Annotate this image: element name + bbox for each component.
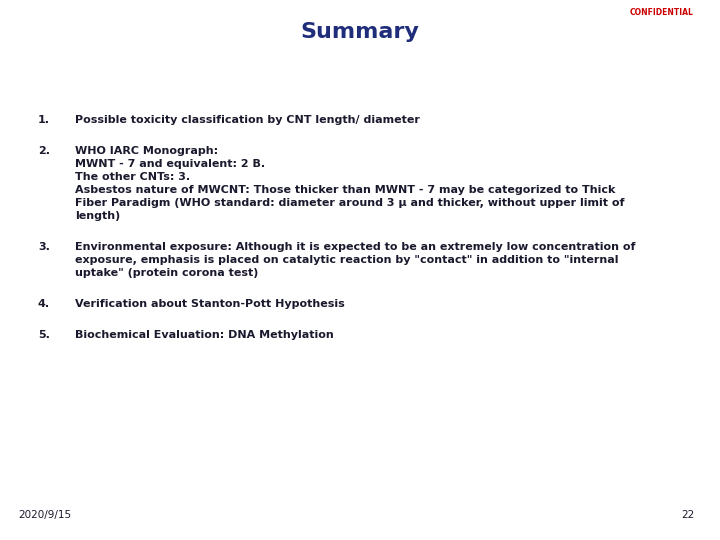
Text: CONFIDENTIAL: CONFIDENTIAL — [630, 8, 694, 17]
Text: The other CNTs: 3.: The other CNTs: 3. — [75, 172, 190, 182]
Text: 5.: 5. — [38, 330, 50, 340]
Text: Fiber Paradigm (WHO standard: diameter around 3 μ and thicker, without upper lim: Fiber Paradigm (WHO standard: diameter a… — [75, 198, 624, 208]
Text: 4.: 4. — [38, 299, 50, 309]
Text: Summary: Summary — [300, 22, 420, 42]
Text: Possible toxicity classification by CNT length/ diameter: Possible toxicity classification by CNT … — [75, 115, 420, 125]
Text: 2.: 2. — [38, 146, 50, 156]
Text: Asbestos nature of MWCNT: Those thicker than MWNT - 7 may be categorized to Thic: Asbestos nature of MWCNT: Those thicker … — [75, 185, 616, 195]
Text: Environmental exposure: Although it is expected to be an extremely low concentra: Environmental exposure: Although it is e… — [75, 242, 636, 252]
Text: 2020/9/15: 2020/9/15 — [18, 510, 71, 520]
Text: 1.: 1. — [38, 115, 50, 125]
Text: Biochemical Evaluation: DNA Methylation: Biochemical Evaluation: DNA Methylation — [75, 330, 334, 340]
Text: exposure, emphasis is placed on catalytic reaction by "contact" in addition to ": exposure, emphasis is placed on catalyti… — [75, 255, 618, 265]
Text: uptake" (protein corona test): uptake" (protein corona test) — [75, 268, 258, 278]
Text: 22: 22 — [682, 510, 695, 520]
Text: length): length) — [75, 211, 120, 221]
Text: 3.: 3. — [38, 242, 50, 252]
Text: Verification about Stanton-Pott Hypothesis: Verification about Stanton-Pott Hypothes… — [75, 299, 345, 309]
Text: WHO IARC Monograph:: WHO IARC Monograph: — [75, 146, 218, 156]
Text: MWNT - 7 and equivalent: 2 B.: MWNT - 7 and equivalent: 2 B. — [75, 159, 265, 169]
